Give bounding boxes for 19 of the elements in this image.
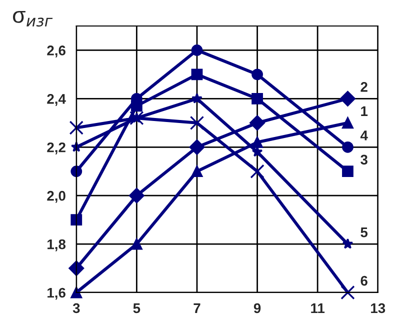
x-tick-label: 9 [254, 303, 261, 314]
series-label: 3 [360, 154, 368, 165]
y-tick-label: 1,8 [48, 239, 66, 252]
x-tick-label: 13 [371, 303, 386, 314]
series-label: 6 [360, 276, 368, 286]
x-tick-label: 7 [194, 303, 200, 313]
series-label: 1 [361, 106, 368, 116]
x-tick-label: 3 [72, 303, 80, 314]
series-label: 4 [360, 130, 368, 140]
y-tick-label: 2,2 [47, 142, 66, 154]
series-label: 5 [360, 228, 368, 238]
x-tick-label: 11 [311, 303, 325, 313]
y-tick-label: 2,4 [47, 94, 66, 106]
y-tick-label: 2,6 [47, 46, 66, 58]
y-axis-title: σ$_{изг}$ [12, 10, 53, 27]
series-label: 2 [360, 82, 368, 92]
y-tick-label: 2,0 [47, 190, 66, 203]
x-tick-label: 5 [133, 303, 140, 314]
y-tick-label: 1,6 [48, 288, 66, 300]
